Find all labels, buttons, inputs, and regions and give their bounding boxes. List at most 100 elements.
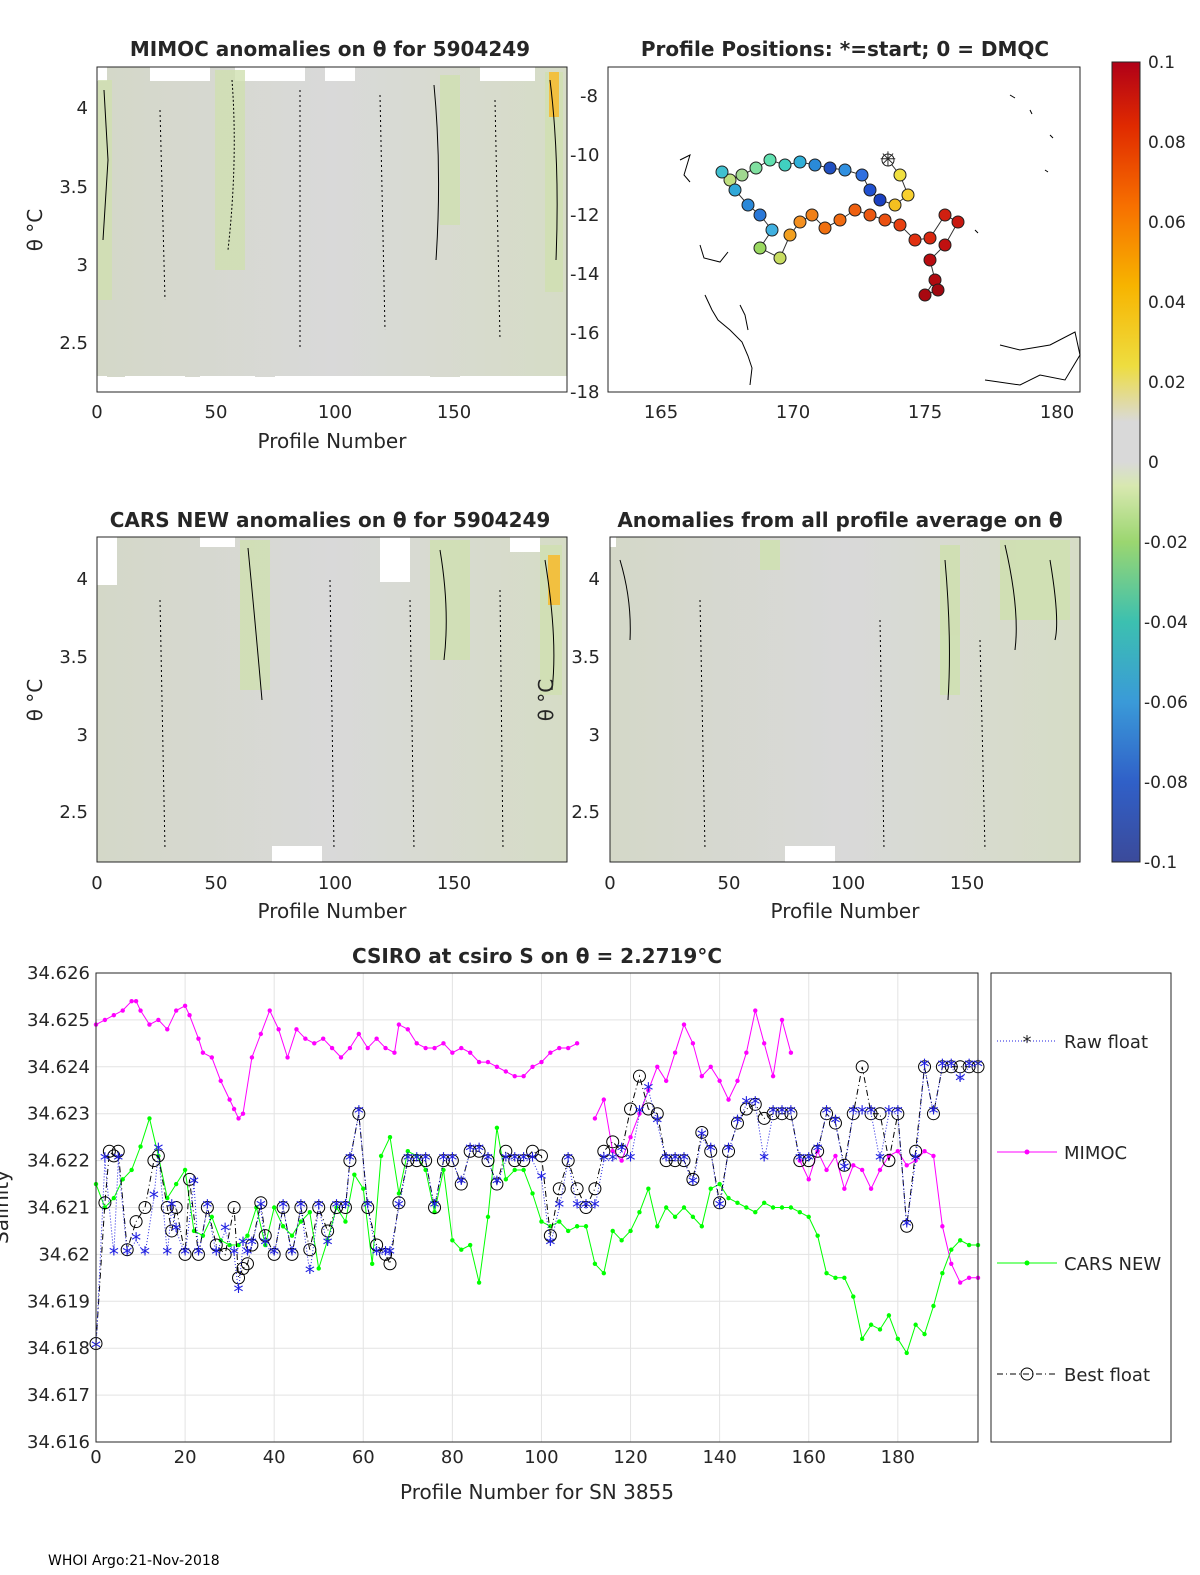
point-cars-new <box>628 1228 633 1234</box>
point-cars-new <box>467 1242 473 1248</box>
avg-title: Anomalies from all profile average on θ <box>617 508 1062 532</box>
point-mimoc-c <box>949 1261 954 1266</box>
cars-xtick: 50 <box>205 873 228 894</box>
chart-series: ****************************************… <box>89 998 985 1360</box>
point-raw-float: * <box>456 1172 466 1196</box>
point-raw-float: * <box>688 1172 698 1196</box>
point-cars-new <box>601 1270 607 1276</box>
point-raw-float: * <box>519 1149 529 1173</box>
cars-yticks: 4 3.5 3 2.5 <box>59 569 88 823</box>
point-cars-new <box>761 1200 767 1206</box>
point-best-float <box>490 1177 504 1191</box>
point-raw-float: * <box>421 1149 431 1173</box>
colorbar-tick: -0.02 <box>1144 533 1188 553</box>
point-raw-float: * <box>590 1196 600 1220</box>
point-best-float <box>111 1144 125 1158</box>
map-profile-position <box>918 288 932 302</box>
colorbar-tick: -0.06 <box>1144 693 1188 713</box>
chart-xticks: 0 20 40 60 80 100 120 140 160 180 <box>90 1447 915 1468</box>
point-raw-float: * <box>287 1242 297 1266</box>
map-profile-position <box>783 228 797 242</box>
point-raw-float: * <box>171 1219 181 1243</box>
point-mimoc <box>129 998 134 1004</box>
point-best-float <box>151 1149 165 1163</box>
point-best-float <box>303 1243 317 1257</box>
point-raw-float: * <box>153 1139 163 1163</box>
colorbar-tick: 0.08 <box>1148 133 1186 153</box>
map-ytick: -16 <box>570 323 599 344</box>
avg-masks <box>610 537 835 862</box>
point-cars-new <box>245 1233 250 1238</box>
map-profile-position <box>893 218 907 232</box>
map-xtick: 180 <box>1040 402 1074 423</box>
point-raw-float: * <box>599 1149 609 1173</box>
point-raw-float: * <box>848 1102 858 1126</box>
chart-axes-box <box>95 972 979 1443</box>
mimoc-xtick: 50 <box>205 402 228 423</box>
point-raw-float: * <box>608 1149 618 1173</box>
point-raw-float: * <box>430 1196 440 1220</box>
point-raw-float: * <box>661 1149 671 1173</box>
point-raw-float: * <box>247 1233 257 1257</box>
point-raw-float: * <box>296 1196 306 1220</box>
point-raw-float: * <box>314 1196 324 1220</box>
point-mimoc <box>356 1031 362 1037</box>
point-best-float <box>926 1107 940 1121</box>
point-mimoc <box>374 1036 379 1041</box>
point-mimoc-c <box>851 1163 856 1168</box>
series-line-best-float <box>95 1066 978 1344</box>
point-mimoc <box>187 1013 192 1018</box>
mimoc-masks <box>97 67 567 384</box>
point-best-float <box>579 1201 593 1214</box>
point-cars-new <box>735 1200 740 1206</box>
cars-ytick: 4 <box>77 569 88 590</box>
point-cars-new <box>138 1144 143 1149</box>
point-raw-float: * <box>554 1196 564 1220</box>
point-mimoc <box>320 1036 326 1041</box>
point-mimoc <box>521 1073 526 1079</box>
point-raw-float: * <box>679 1149 689 1173</box>
point-cars-new <box>147 1116 152 1121</box>
avg-ylabel: θ °C <box>534 679 558 722</box>
point-mimoc-b <box>770 1073 776 1079</box>
chart-ylabel: Salinity <box>0 1170 13 1244</box>
point-raw-float: * <box>617 1139 627 1163</box>
point-mimoc <box>196 1036 201 1041</box>
point-mimoc-b <box>592 1116 598 1121</box>
point-cars-new <box>512 1167 517 1173</box>
map-xtick: 175 <box>908 402 942 423</box>
point-raw-float: * <box>202 1196 212 1220</box>
point-mimoc <box>249 1055 255 1060</box>
point-raw-float: * <box>937 1055 947 1079</box>
point-raw-float: * <box>822 1102 832 1126</box>
point-mimoc <box>276 1027 281 1032</box>
point-mimoc <box>102 1017 108 1023</box>
point-raw-float: * <box>167 1196 177 1220</box>
avg-xtick: 0 <box>604 873 615 894</box>
point-best-float <box>178 1247 192 1261</box>
point-best-float <box>312 1201 326 1214</box>
salinity-chart: CSIRO at csiro S on θ = 2.2719°C *******… <box>0 944 1172 1504</box>
y-tick-label: 34.622 <box>27 1151 90 1172</box>
point-best-float <box>722 1144 736 1158</box>
point-mimoc-b <box>761 1041 767 1046</box>
point-cars-new <box>485 1214 491 1220</box>
colorbar-tick: 0.1 <box>1148 53 1175 73</box>
point-cars-new <box>842 1275 847 1281</box>
map-profile-position <box>951 215 965 229</box>
point-raw-float: * <box>946 1055 956 1079</box>
point-cars-new <box>361 1186 366 1191</box>
point-best-float <box>811 1144 825 1158</box>
mimoc-ylabel: θ °C <box>23 209 47 252</box>
point-mimoc-c <box>957 1280 963 1285</box>
cars-masks <box>97 537 540 862</box>
point-raw-float: * <box>652 1111 662 1135</box>
mimoc-hot-spot <box>549 72 559 117</box>
point-cars-new <box>833 1275 838 1281</box>
point-raw-float: * <box>492 1172 502 1196</box>
mimoc-xtick: 0 <box>91 402 102 423</box>
point-best-float <box>98 1196 112 1210</box>
cars-ytick: 3.5 <box>59 647 88 668</box>
point-best-float <box>659 1154 673 1168</box>
map-profile-position <box>901 188 915 202</box>
